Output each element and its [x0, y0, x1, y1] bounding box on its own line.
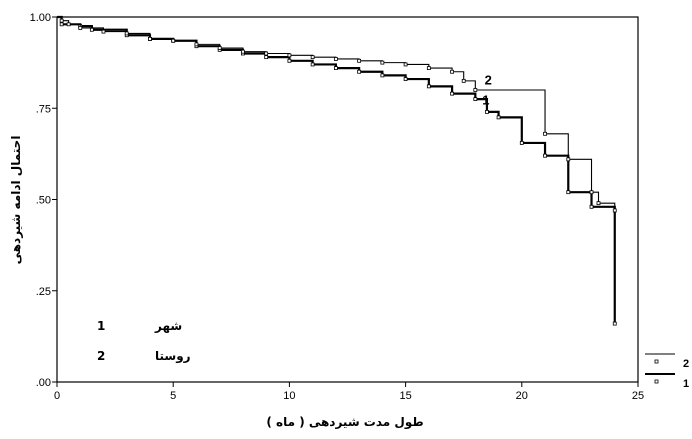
series-2-point — [612, 208, 617, 213]
series-2-point — [66, 22, 71, 27]
series-1-point — [59, 22, 64, 27]
series-2-point — [450, 69, 454, 74]
legend-label-2: روستا — [155, 349, 191, 364]
series-2-point — [124, 31, 129, 36]
y-tick-label-2: .50 — [36, 195, 51, 207]
series-layer — [57, 15, 617, 326]
y-tick-label-3: .75 — [36, 103, 51, 115]
series-2-point — [148, 37, 152, 41]
series-1-point — [519, 141, 524, 145]
series-2-point — [241, 49, 245, 54]
series-1-point — [612, 321, 617, 326]
curve-label-2: 2 — [485, 72, 492, 87]
series-1-point — [543, 153, 547, 158]
series-1-point — [589, 204, 594, 209]
x-tick-label-25: 25 — [632, 390, 644, 402]
x-tick-label-5: 5 — [170, 390, 176, 402]
series-2-point — [217, 46, 222, 50]
side-legend-id-1: 1 — [683, 378, 689, 390]
series-2-point — [596, 201, 601, 206]
x-axis-title: طول مدت شیردهی ( ماه ) — [266, 415, 423, 430]
x-tick-label-20: 20 — [516, 390, 528, 402]
series-2-point — [171, 38, 176, 43]
series-1-point — [496, 115, 501, 120]
series-2-point — [333, 57, 338, 61]
series-1-point — [333, 66, 338, 70]
series-1-point — [566, 190, 571, 195]
series-2-point — [589, 190, 594, 195]
y-tick-label-1: .25 — [36, 286, 51, 298]
series-1-point — [380, 73, 385, 78]
series-2-point — [78, 26, 83, 30]
series-line-1 — [57, 15, 616, 324]
series-2-point — [473, 88, 478, 92]
plot-frame — [56, 16, 639, 383]
side-legend-marker-2 — [654, 359, 659, 364]
series-2-point — [357, 58, 362, 63]
side-legend: 2 1 — [645, 353, 689, 390]
series-1-point — [485, 110, 489, 114]
series-2-point — [194, 42, 199, 47]
series-2-point — [461, 78, 466, 83]
series-2-point — [403, 62, 408, 67]
y-tick-label-0: .00 — [36, 377, 51, 389]
series-2-point — [287, 53, 292, 58]
side-legend-marker-1 — [654, 379, 659, 384]
series-line-2 — [57, 16, 616, 211]
series-1-point — [264, 55, 269, 60]
series-2-point — [310, 55, 315, 60]
series-1-point — [450, 91, 454, 96]
curve-labels: 12 — [482, 72, 492, 107]
legend-label-1: شهر — [154, 319, 182, 333]
curve-label-1: 1 — [482, 93, 489, 108]
series-2-point — [543, 131, 547, 136]
side-legend-id-2: 2 — [683, 358, 689, 370]
axes: 0 5 10 15 20 25 .00 .25 .50 .75 1.00 — [30, 12, 645, 402]
series-2-point — [264, 51, 269, 56]
legend: 1 شهر 2 روستا — [97, 319, 191, 364]
series-1-point — [426, 84, 431, 89]
series-1-point — [473, 97, 478, 102]
series-1-point — [357, 69, 362, 74]
y-tick-label-4: 1.00 — [30, 12, 51, 24]
series-2-point — [59, 18, 64, 23]
legend-id-1: 1 — [97, 319, 105, 333]
series-2-point — [101, 29, 106, 34]
x-tick-label-0: 0 — [54, 390, 60, 402]
series-1-point — [403, 77, 408, 81]
series-2-point — [566, 157, 571, 162]
y-axis-title: احتمال ادامه شیردهی — [9, 136, 23, 265]
x-tick-label-15: 15 — [399, 390, 411, 402]
series-1-point — [310, 62, 315, 67]
series-1-point — [287, 58, 292, 63]
legend-id-2: 2 — [97, 349, 105, 363]
x-tick-label-10: 10 — [283, 390, 295, 402]
series-1-point — [89, 27, 94, 32]
series-2-point — [426, 66, 431, 70]
series-2-point — [380, 60, 385, 65]
